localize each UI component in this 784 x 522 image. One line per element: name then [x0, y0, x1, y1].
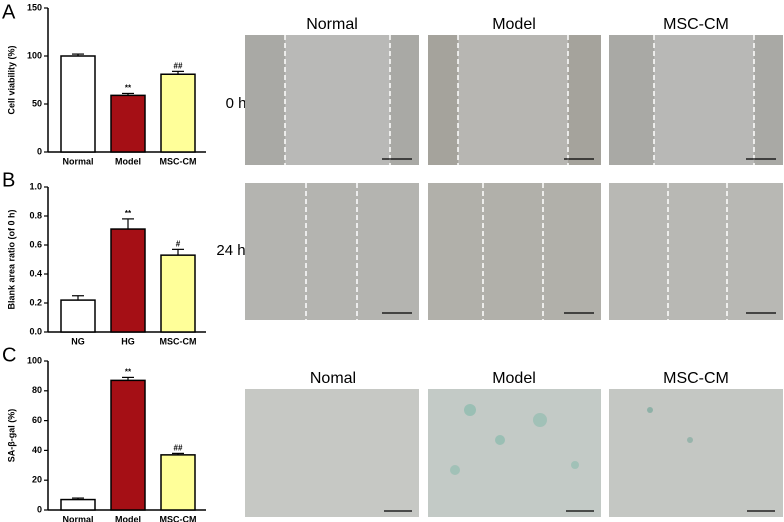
y-tick-label: 0 — [37, 504, 42, 514]
significance: ** — [125, 84, 132, 93]
column-header: Normal — [306, 16, 358, 33]
y-tick-label: 0 — [37, 146, 42, 156]
micrographs — [245, 35, 783, 517]
bar — [60, 498, 96, 511]
y-tick-label: 20 — [32, 475, 42, 485]
x-tick-label: Model — [115, 156, 141, 166]
stain — [450, 465, 460, 475]
x-tick-label: HG — [121, 336, 135, 346]
y-tick-label: 40 — [32, 445, 42, 455]
x-tick-label: MSC-CM — [160, 156, 197, 166]
significance: ** — [125, 367, 132, 376]
stain — [533, 413, 547, 427]
column-header: MSC-CM — [663, 370, 729, 387]
y-tick-label: 80 — [32, 385, 42, 395]
column-header: Nomal — [310, 370, 356, 387]
y-tick-label: 0.4 — [29, 268, 42, 278]
panel-label: A — [2, 1, 16, 23]
column-header: Model — [492, 370, 536, 387]
time-label: 0 h — [226, 95, 247, 112]
significance: ## — [174, 61, 183, 70]
stain — [571, 461, 579, 469]
bar — [160, 73, 196, 153]
significance: ** — [125, 209, 132, 218]
y-axis-label: SA-β-gal (%) — [6, 409, 16, 463]
time-label: 24 h — [216, 242, 245, 259]
cell-layer — [754, 35, 783, 165]
bar — [110, 379, 146, 511]
x-tick-label: Model — [115, 514, 141, 522]
y-tick-label: 0.0 — [29, 326, 42, 336]
stain — [495, 435, 505, 445]
x-tick-label: NG — [71, 336, 85, 346]
bar — [60, 55, 96, 153]
cell-layer — [428, 35, 458, 165]
y-tick-label: 60 — [32, 415, 42, 425]
significance: ## — [174, 443, 183, 452]
bar — [160, 254, 196, 333]
y-tick-label: 100 — [27, 355, 42, 365]
column-header: MSC-CM — [663, 16, 729, 33]
column-header: Model — [492, 16, 536, 33]
y-tick-label: 150 — [27, 2, 42, 12]
y-tick-label: 0.2 — [29, 297, 42, 307]
y-axis-label: Cell viability (%) — [6, 45, 16, 114]
significance: # — [176, 239, 181, 248]
x-tick-label: Normal — [62, 156, 93, 166]
x-tick-label: MSC-CM — [160, 336, 197, 346]
bar — [110, 228, 146, 333]
y-tick-label: 0.6 — [29, 239, 42, 249]
panel-label: C — [2, 344, 16, 366]
stain — [464, 404, 476, 416]
cell-layer — [609, 35, 654, 165]
micrograph — [245, 389, 419, 517]
bar — [60, 299, 96, 333]
bar — [110, 94, 146, 153]
micrograph — [428, 389, 601, 517]
micrograph — [609, 389, 783, 517]
micrograph — [245, 183, 419, 320]
micrograph — [428, 183, 601, 320]
cell-layer — [245, 35, 285, 165]
micrograph — [609, 183, 783, 320]
y-tick-label: 100 — [27, 50, 42, 60]
y-tick-label: 0.8 — [29, 210, 42, 220]
x-tick-label: Normal — [62, 514, 93, 522]
cell-layer — [568, 35, 601, 165]
bar — [160, 454, 196, 511]
panel-label: B — [2, 169, 15, 191]
cell-layer — [390, 35, 419, 165]
y-tick-label: 50 — [32, 98, 42, 108]
y-tick-label: 1.0 — [29, 181, 42, 191]
stain — [687, 437, 693, 443]
stain — [647, 407, 653, 413]
x-tick-label: MSC-CM — [160, 514, 197, 522]
y-axis-label: Blank area ratio (of 0 h) — [6, 209, 16, 309]
